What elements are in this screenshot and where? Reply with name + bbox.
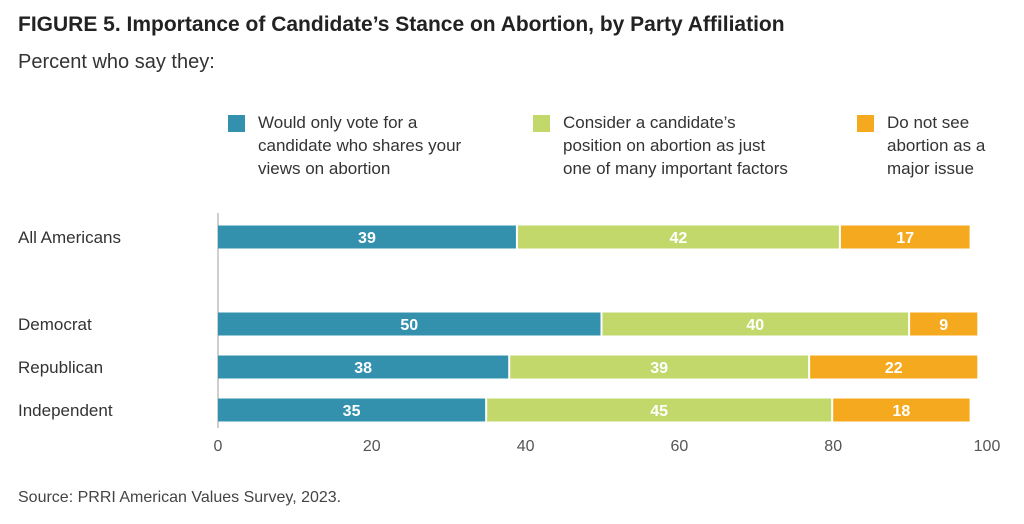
x-tick-label: 40 [517,438,535,455]
bar-value-label: 17 [896,230,914,247]
legend-label: Do not see abortion as a major issue [887,113,986,178]
bar-value-label: 35 [343,403,361,420]
bar-value-label: 38 [354,360,372,377]
bar-value-label: 18 [893,403,911,420]
x-tick-label: 0 [214,438,223,455]
x-tick-label: 60 [671,438,689,455]
legend-label: Consider a candidate’s position on aborti… [563,113,788,178]
bar-segment [218,355,509,379]
chart-subtitle: Percent who say they: [18,51,215,73]
category-label: All Americans [18,228,121,247]
legend-swatch [857,115,874,132]
bar-value-label: 22 [885,360,903,377]
legend-swatch [533,115,550,132]
bar-segment [910,312,978,336]
bar-segment [810,355,978,379]
bar-value-label: 39 [650,360,668,377]
bar-segment [602,312,909,336]
bar-segment [510,355,809,379]
x-tick-label: 80 [824,438,842,455]
bar-value-label: 39 [358,230,376,247]
bar-segment [840,225,970,249]
legend-swatch [228,115,245,132]
category-label: Democrat [18,315,92,334]
bar-value-label: 45 [650,403,668,420]
legend-item-only-vote: Would only vote for a candidate who share… [228,111,461,180]
bar-segment [487,398,832,422]
x-tick-label: 100 [974,438,1001,455]
legend-item-consider: Consider a candidate’s position on aborti… [533,111,788,180]
bar-segment [833,398,970,422]
bar-segment [517,225,839,249]
source-note: Source: PRRI American Values Survey, 202… [18,489,342,506]
category-label: Independent [18,401,113,420]
bar-value-label: 9 [939,317,948,334]
chart-title: FIGURE 5. Importance of Candidate’s Stan… [18,13,785,36]
bar-value-label: 40 [746,317,764,334]
bar-value-label: 50 [400,317,418,334]
bar-segment [218,225,516,249]
bar-segment [218,398,486,422]
bar-value-label: 42 [670,230,688,247]
category-label: Republican [18,358,103,377]
x-tick-label: 20 [363,438,381,455]
legend-label: Would only vote for a candidate who share… [258,113,462,178]
legend-item-not-major: Do not see abortion as a major issue [857,111,985,180]
bar-segment [218,312,601,336]
